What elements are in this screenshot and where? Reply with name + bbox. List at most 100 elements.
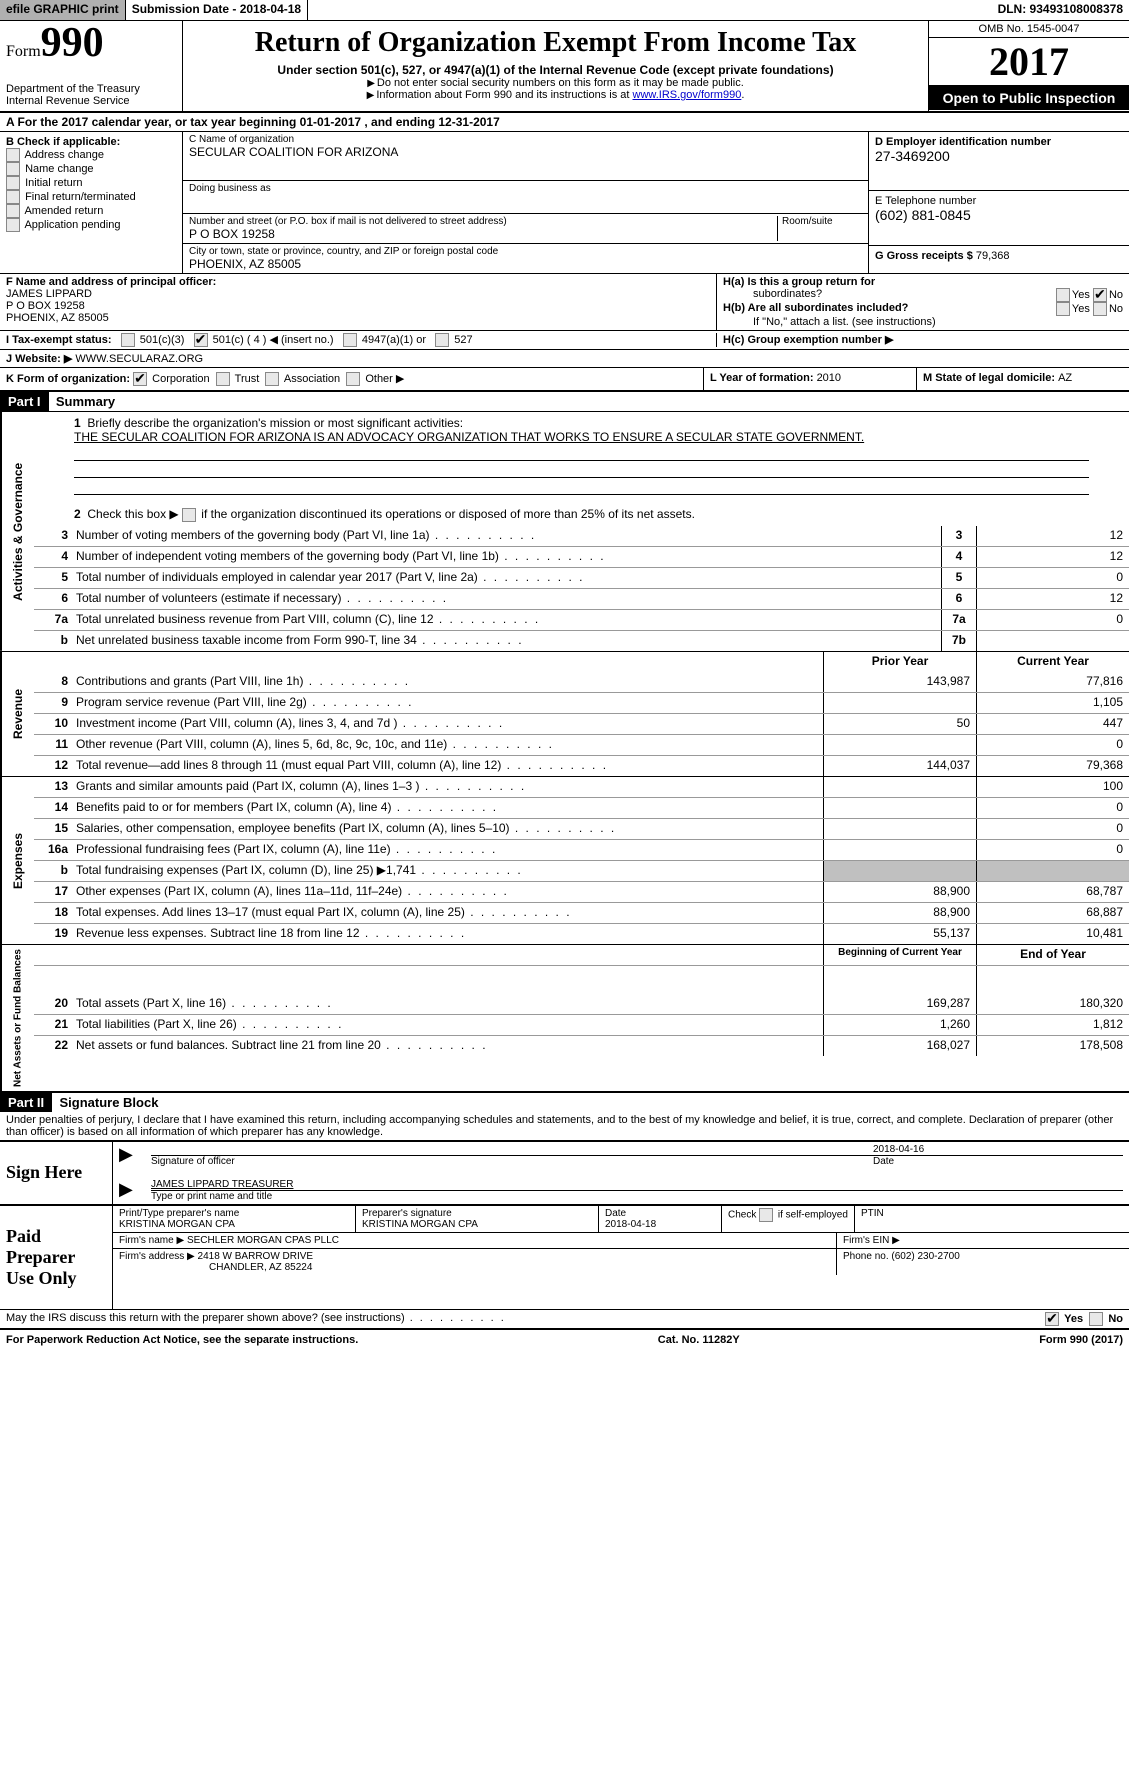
501c3-checkbox[interactable]: [121, 333, 135, 347]
discontinued-checkbox[interactable]: [182, 508, 196, 522]
officer-type-label: Type or print name and title: [151, 1191, 1123, 1202]
table-row: 16aProfessional fundraising fees (Part I…: [34, 839, 1129, 860]
table-row: 14Benefits paid to or for members (Part …: [34, 797, 1129, 818]
part2-title: Signature Block: [55, 1095, 158, 1110]
open-to-public: Open to Public Inspection: [929, 86, 1129, 110]
address-change-checkbox[interactable]: [6, 148, 20, 162]
org-name: SECULAR COALITION FOR ARIZONA: [189, 145, 862, 159]
current-year-header: Current Year: [976, 652, 1129, 672]
discuss-yes-checkbox[interactable]: [1045, 1312, 1059, 1326]
part1-title: Summary: [52, 394, 115, 409]
top-bar: efile GRAPHIC print Submission Date - 20…: [0, 0, 1129, 21]
dept-treasury: Department of the Treasury: [6, 83, 176, 95]
penalty-statement: Under penalties of perjury, I declare th…: [0, 1112, 1129, 1140]
gross-value: 79,368: [976, 250, 1010, 262]
ein-value: 27-3469200: [875, 148, 1123, 164]
trust-checkbox[interactable]: [216, 372, 230, 386]
begin-year-header: Beginning of Current Year: [823, 945, 976, 965]
corp-checkbox[interactable]: [133, 372, 147, 386]
table-row: 12Total revenue—add lines 8 through 11 (…: [34, 755, 1129, 776]
officer-addr2: PHOENIX, AZ 85005: [6, 312, 710, 324]
omb-number: OMB No. 1545-0047: [929, 21, 1129, 38]
name-change-checkbox[interactable]: [6, 162, 20, 176]
irs-label: Internal Revenue Service: [6, 95, 176, 107]
sub-no-checkbox[interactable]: [1093, 302, 1107, 316]
preparer-name: KRISTINA MORGAN CPA: [119, 1219, 349, 1230]
phone-label: E Telephone number: [875, 195, 1123, 207]
paperwork-notice: For Paperwork Reduction Act Notice, see …: [6, 1334, 358, 1346]
form-subtitle: Under section 501(c), 527, or 4947(a)(1)…: [193, 63, 918, 77]
gross-label: G Gross receipts $: [875, 250, 976, 262]
state-domicile: AZ: [1058, 372, 1072, 384]
discuss-no-checkbox[interactable]: [1089, 1312, 1103, 1326]
ptin-label: PTIN: [855, 1206, 1129, 1232]
section-a: A For the 2017 calendar year, or tax yea…: [0, 113, 1129, 132]
table-row: 18Total expenses. Add lines 13–17 (must …: [34, 902, 1129, 923]
table-row: bNet unrelated business taxable income f…: [34, 630, 1129, 651]
pending-checkbox[interactable]: [6, 218, 20, 232]
form-header: Form990 Department of the Treasury Inter…: [0, 21, 1129, 113]
officer-name-title: JAMES LIPPARD TREASURER: [151, 1179, 1123, 1191]
4947-checkbox[interactable]: [343, 333, 357, 347]
table-row: 20Total assets (Part X, line 16)169,2871…: [34, 994, 1129, 1014]
table-row: 22Net assets or fund balances. Subtract …: [34, 1035, 1129, 1056]
final-return-checkbox[interactable]: [6, 190, 20, 204]
assoc-checkbox[interactable]: [265, 372, 279, 386]
other-checkbox[interactable]: [346, 372, 360, 386]
city-label: City or town, state or province, country…: [189, 246, 862, 257]
prior-year-header: Prior Year: [823, 652, 976, 672]
dln: DLN: 93493108008378: [992, 0, 1129, 20]
vlabel-net-assets: Net Assets or Fund Balances: [0, 945, 34, 1091]
form-footer: Form 990 (2017): [1039, 1334, 1123, 1346]
initial-return-checkbox[interactable]: [6, 176, 20, 190]
self-employed-checkbox[interactable]: [759, 1208, 773, 1222]
paid-preparer-label: Paid Preparer Use Only: [0, 1206, 113, 1309]
table-row: 8Contributions and grants (Part VIII, li…: [34, 672, 1129, 692]
vlabel-governance: Activities & Governance: [0, 412, 34, 651]
table-row: 7aTotal unrelated business revenue from …: [34, 609, 1129, 630]
mission-label: Briefly describe the organization's miss…: [87, 416, 463, 430]
officer-label: F Name and address of principal officer:: [6, 276, 710, 288]
501c-checkbox[interactable]: [194, 333, 208, 347]
firm-addr1: 2418 W BARROW DRIVE: [198, 1251, 314, 1262]
submission-date: Submission Date - 2018-04-18: [126, 0, 308, 20]
527-checkbox[interactable]: [435, 333, 449, 347]
firm-addr2: CHANDLER, AZ 85224: [119, 1262, 312, 1273]
table-row: bTotal fundraising expenses (Part IX, co…: [34, 860, 1129, 881]
end-year-header: End of Year: [976, 945, 1129, 965]
org-city: PHOENIX, AZ 85005: [189, 257, 862, 271]
tax-exempt-label: I Tax-exempt status:: [6, 334, 112, 346]
discuss-question: May the IRS discuss this return with the…: [6, 1312, 405, 1324]
table-row: 4Number of independent voting members of…: [34, 546, 1129, 567]
part2-label: Part II: [0, 1093, 52, 1112]
group-no-checkbox[interactable]: [1093, 288, 1107, 302]
part1-label: Part I: [0, 392, 49, 411]
firm-name: SECHLER MORGAN CPAS PLLC: [187, 1235, 339, 1246]
table-row: 21Total liabilities (Part X, line 26)1,2…: [34, 1014, 1129, 1035]
identification-block: B Check if applicable: Address change Na…: [0, 132, 1129, 274]
form-number: 990: [41, 20, 104, 66]
amended-checkbox[interactable]: [6, 204, 20, 218]
table-row: 3Number of voting members of the governi…: [34, 526, 1129, 546]
sig-date: 2018-04-16: [873, 1144, 1123, 1155]
org-name-label: C Name of organization: [189, 134, 862, 145]
sig-officer-label: Signature of officer: [151, 1156, 873, 1167]
sub-yes-checkbox[interactable]: [1056, 302, 1070, 316]
form-title: Return of Organization Exempt From Incom…: [193, 27, 918, 59]
website-value: WWW.SECULARAZ.ORG: [75, 353, 203, 365]
vlabel-expenses: Expenses: [0, 777, 34, 944]
table-row: 5Total number of individuals employed in…: [34, 567, 1129, 588]
q2-text: Check this box ▶ if the organization dis…: [87, 507, 695, 521]
section-b-label: B Check if applicable:: [6, 136, 176, 148]
group-yes-checkbox[interactable]: [1056, 288, 1070, 302]
table-row: 13Grants and similar amounts paid (Part …: [34, 777, 1129, 797]
efile-label: efile GRAPHIC print: [0, 0, 126, 20]
org-address: P O BOX 19258: [189, 227, 777, 241]
addr-label: Number and street (or P.O. box if mail i…: [189, 216, 777, 227]
irs-link[interactable]: www.IRS.gov/form990: [633, 89, 742, 101]
preparer-sig: KRISTINA MORGAN CPA: [362, 1219, 592, 1230]
group-exemption: H(c) Group exemption number ▶: [723, 334, 893, 346]
table-row: 17Other expenses (Part IX, column (A), l…: [34, 881, 1129, 902]
part-1-header-row: Part I Summary: [0, 392, 1129, 411]
cat-no: Cat. No. 11282Y: [658, 1334, 740, 1346]
